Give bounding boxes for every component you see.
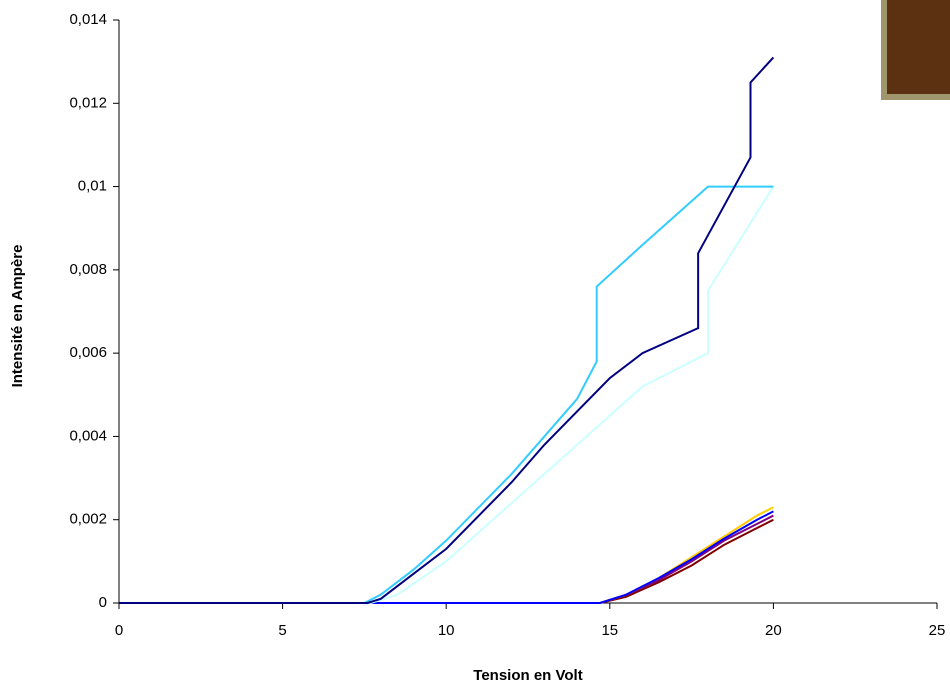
y-tick-label: 0,01: [78, 178, 107, 195]
y-tick-label: 0: [99, 594, 107, 611]
y-tick-label: 0,008: [69, 261, 107, 278]
series-line: [119, 185, 774, 604]
series-line: [119, 510, 774, 604]
x-axis-title: Tension en Volt: [473, 667, 582, 684]
y-tick-label: 0,012: [69, 94, 107, 111]
y-tick-label: 0,006: [69, 344, 107, 361]
series-line: [119, 186, 775, 604]
y-tick-label: 0,014: [69, 11, 107, 28]
x-tick-label: 10: [438, 622, 455, 639]
y-tick-label: 0,002: [69, 511, 107, 528]
x-tick-label: 15: [601, 622, 618, 639]
legend-fill: [887, 0, 950, 94]
series-line: [119, 514, 774, 604]
x-tick-label: 5: [278, 622, 286, 639]
x-tick-label: 25: [929, 622, 946, 639]
series-line: [119, 506, 774, 604]
x-tick-label: 20: [765, 622, 782, 639]
y-axis-title: Intensité en Ampère: [9, 245, 26, 388]
y-tick-label: 0,004: [69, 427, 107, 444]
series-line: [119, 56, 775, 604]
x-tick-label: 0: [115, 622, 123, 639]
